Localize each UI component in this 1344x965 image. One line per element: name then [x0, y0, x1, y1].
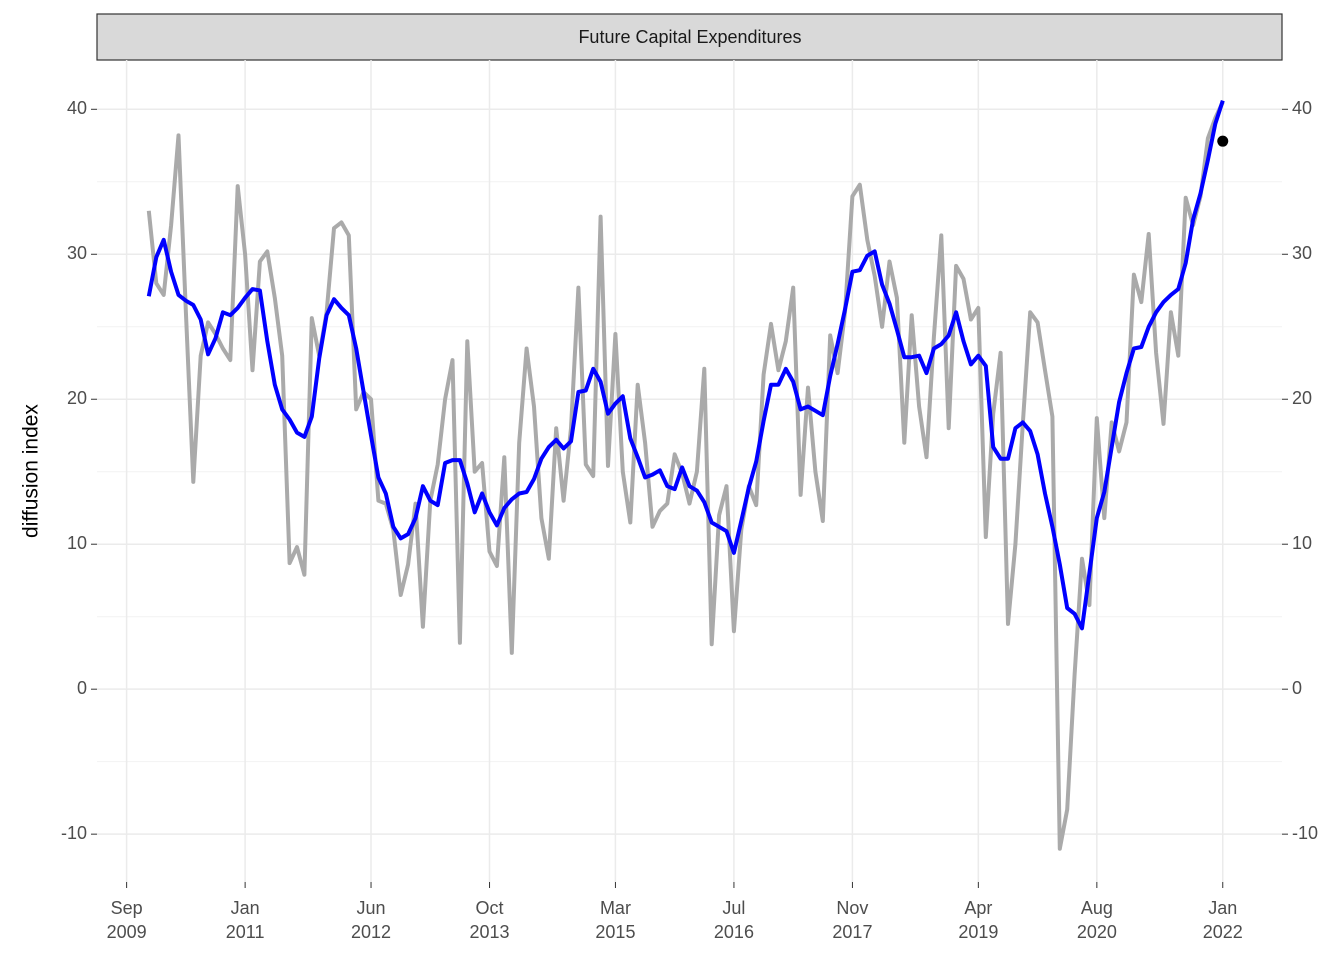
- x-tick-label: Jan 2011: [226, 898, 265, 942]
- x-tick-label: Jan 2022: [1203, 898, 1243, 942]
- x-tick-label: Mar 2015: [595, 898, 635, 942]
- y2-tick-label: 20: [1292, 388, 1312, 408]
- series-line: [146, 101, 1225, 851]
- y2-tick-label: 40: [1292, 98, 1312, 118]
- y-tick-label: -10: [61, 823, 87, 843]
- y-tick-label: 10: [67, 533, 87, 553]
- y-tick-label: 30: [67, 243, 87, 263]
- strip: [96, 13, 1283, 61]
- x-tick-label: Aug 2020: [1077, 898, 1117, 942]
- y-axis-label: diffusion index: [20, 404, 43, 538]
- y-tick-label: 0: [77, 678, 87, 698]
- y2-tick-label: 30: [1292, 243, 1312, 263]
- x-tick-label: Sep 2009: [107, 898, 147, 942]
- y-tick-label: 40: [67, 98, 87, 118]
- x-tick-label: Oct 2013: [470, 898, 510, 942]
- y-tick-label: 20: [67, 388, 87, 408]
- x-tick-label: Nov 2017: [832, 898, 872, 942]
- series-line: [146, 99, 1225, 631]
- chart-title: Future Capital Expenditures: [578, 27, 801, 47]
- x-tick-label: Jun 2012: [351, 898, 391, 942]
- y2-tick-label: 0: [1292, 678, 1302, 698]
- latest-point: [1217, 135, 1229, 147]
- x-tick-label: Apr 2019: [958, 898, 998, 942]
- y2-tick-label: -10: [1292, 823, 1318, 843]
- x-tick-label: Jul 2016: [714, 898, 754, 942]
- y2-tick-label: 10: [1292, 533, 1312, 553]
